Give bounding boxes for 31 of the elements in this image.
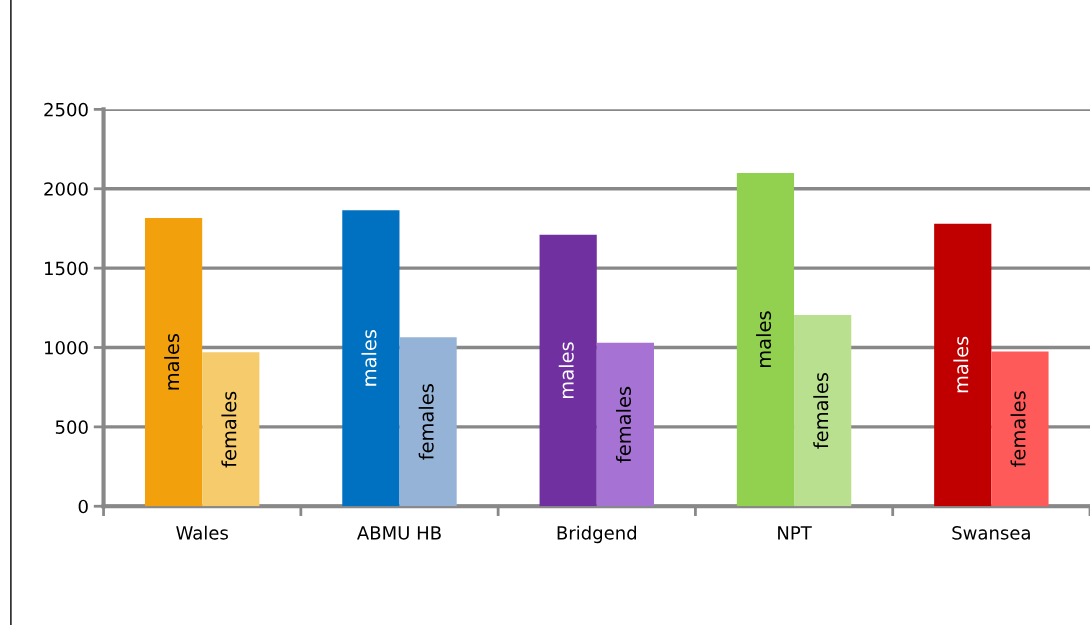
series-label: females xyxy=(813,372,829,449)
y-tick-label: 0 xyxy=(78,499,88,514)
text: males xyxy=(361,329,377,386)
text: females xyxy=(418,384,434,460)
bar xyxy=(991,351,1049,507)
bar xyxy=(934,223,992,507)
bar xyxy=(202,352,260,507)
x-tick-label: Swansea xyxy=(952,526,1030,540)
x-tick-label: NPT xyxy=(778,526,812,540)
bar xyxy=(399,337,457,507)
text: males xyxy=(164,333,180,390)
bar xyxy=(596,342,654,507)
y-tick-label: 2500 xyxy=(44,102,88,117)
text: males xyxy=(953,336,969,393)
bar xyxy=(342,210,400,507)
text: females xyxy=(1010,391,1026,467)
bar xyxy=(539,234,597,507)
y-tick-label: 2000 xyxy=(44,182,88,196)
y-tick-label: 500 xyxy=(55,420,88,434)
text: males xyxy=(558,342,574,398)
x-tick-label: ABMU HB xyxy=(357,526,441,540)
x-tick-label: Bridgend xyxy=(557,525,637,544)
text: females xyxy=(221,391,237,468)
bar xyxy=(144,218,203,507)
bar xyxy=(794,314,852,507)
series-label: males xyxy=(756,311,772,367)
y-tick-label: 1000 xyxy=(45,340,88,355)
y-tick-label: 1500 xyxy=(45,261,88,276)
bar xyxy=(736,172,795,507)
text: females xyxy=(615,386,632,463)
x-tick-label: Wales xyxy=(176,525,228,540)
